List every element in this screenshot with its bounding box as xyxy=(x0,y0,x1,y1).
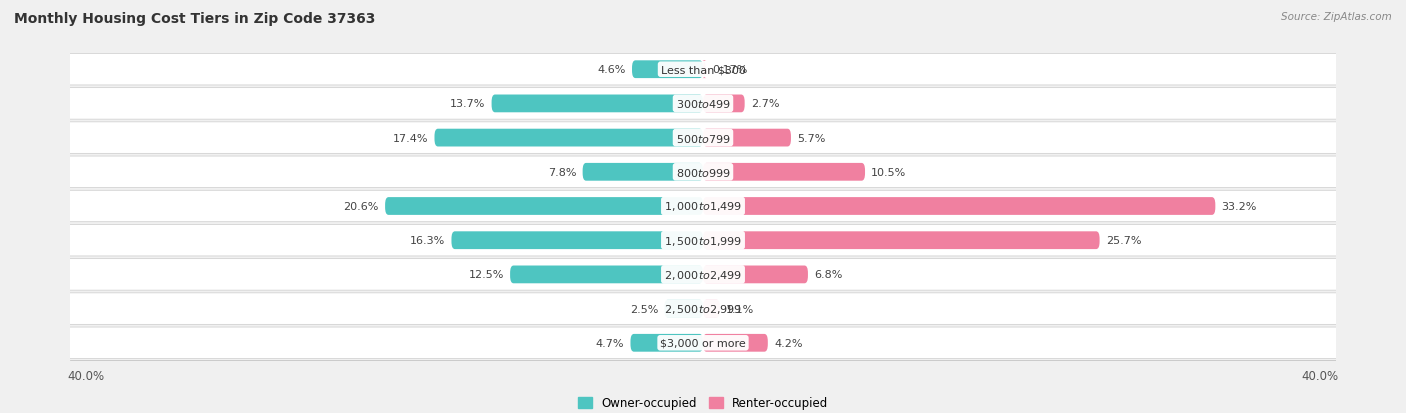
FancyBboxPatch shape xyxy=(665,300,703,318)
Text: $3,000 or more: $3,000 or more xyxy=(661,338,745,348)
FancyBboxPatch shape xyxy=(630,334,703,352)
Text: Less than $300: Less than $300 xyxy=(661,65,745,75)
Text: 33.2%: 33.2% xyxy=(1222,202,1257,211)
Text: $800 to $999: $800 to $999 xyxy=(675,166,731,178)
FancyBboxPatch shape xyxy=(55,259,1351,290)
Text: 4.2%: 4.2% xyxy=(773,338,803,348)
FancyBboxPatch shape xyxy=(703,198,1215,215)
FancyBboxPatch shape xyxy=(55,327,1351,358)
FancyBboxPatch shape xyxy=(703,266,808,284)
FancyBboxPatch shape xyxy=(55,55,1351,86)
Text: 16.3%: 16.3% xyxy=(411,236,446,246)
Legend: Owner-occupied, Renter-occupied: Owner-occupied, Renter-occupied xyxy=(572,392,834,413)
Text: $1,500 to $1,999: $1,500 to $1,999 xyxy=(664,234,742,247)
FancyBboxPatch shape xyxy=(703,334,768,352)
Text: 2.5%: 2.5% xyxy=(630,304,658,314)
FancyBboxPatch shape xyxy=(55,293,1351,325)
Text: $2,500 to $2,999: $2,500 to $2,999 xyxy=(664,302,742,316)
Text: $2,000 to $2,499: $2,000 to $2,499 xyxy=(664,268,742,281)
Text: 12.5%: 12.5% xyxy=(468,270,503,280)
Text: $300 to $499: $300 to $499 xyxy=(675,98,731,110)
Text: 0.17%: 0.17% xyxy=(711,65,747,75)
FancyBboxPatch shape xyxy=(492,95,703,113)
FancyBboxPatch shape xyxy=(703,164,865,181)
Text: 2.7%: 2.7% xyxy=(751,99,779,109)
FancyBboxPatch shape xyxy=(633,61,703,79)
Text: Source: ZipAtlas.com: Source: ZipAtlas.com xyxy=(1281,12,1392,22)
Text: 5.7%: 5.7% xyxy=(797,133,825,143)
FancyBboxPatch shape xyxy=(55,157,1351,188)
Text: 4.7%: 4.7% xyxy=(596,338,624,348)
FancyBboxPatch shape xyxy=(703,95,745,113)
FancyBboxPatch shape xyxy=(510,266,703,284)
FancyBboxPatch shape xyxy=(55,88,1351,120)
FancyBboxPatch shape xyxy=(582,164,703,181)
FancyBboxPatch shape xyxy=(55,123,1351,154)
Text: 17.4%: 17.4% xyxy=(392,133,429,143)
Text: 4.6%: 4.6% xyxy=(598,65,626,75)
Text: 10.5%: 10.5% xyxy=(872,167,907,177)
FancyBboxPatch shape xyxy=(451,232,703,249)
Text: 7.8%: 7.8% xyxy=(548,167,576,177)
Text: $1,000 to $1,499: $1,000 to $1,499 xyxy=(664,200,742,213)
Text: 1.1%: 1.1% xyxy=(725,304,755,314)
FancyBboxPatch shape xyxy=(702,61,706,79)
FancyBboxPatch shape xyxy=(385,198,703,215)
Text: 25.7%: 25.7% xyxy=(1105,236,1142,246)
Text: Monthly Housing Cost Tiers in Zip Code 37363: Monthly Housing Cost Tiers in Zip Code 3… xyxy=(14,12,375,26)
FancyBboxPatch shape xyxy=(703,300,720,318)
FancyBboxPatch shape xyxy=(434,129,703,147)
Text: 13.7%: 13.7% xyxy=(450,99,485,109)
FancyBboxPatch shape xyxy=(703,232,1099,249)
Text: $500 to $799: $500 to $799 xyxy=(675,132,731,144)
FancyBboxPatch shape xyxy=(703,129,792,147)
Text: 20.6%: 20.6% xyxy=(343,202,380,211)
Text: 6.8%: 6.8% xyxy=(814,270,842,280)
FancyBboxPatch shape xyxy=(55,225,1351,256)
FancyBboxPatch shape xyxy=(55,191,1351,222)
